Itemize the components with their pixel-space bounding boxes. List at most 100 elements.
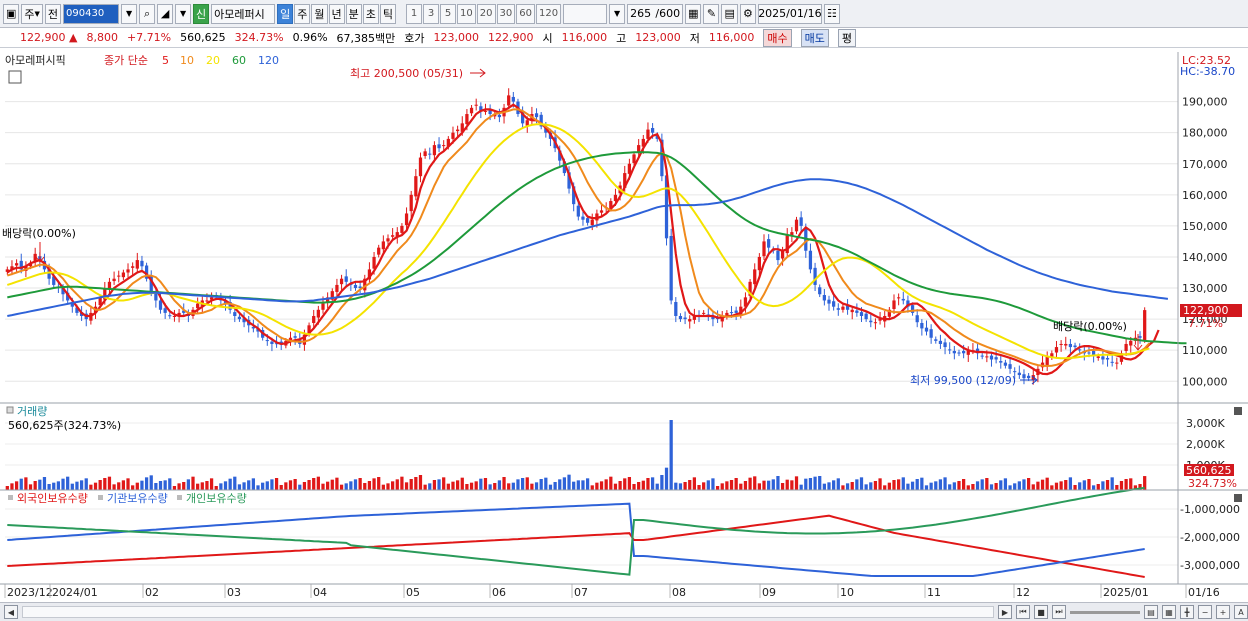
candle (404, 207, 409, 231)
search-icon[interactable]: ⌕ (139, 3, 156, 24)
speaker-dropdown-icon[interactable]: ▼ (175, 3, 192, 24)
tab-interval-10[interactable]: 10 (457, 3, 476, 24)
legend-prefix: 종가 단순 (104, 54, 148, 67)
tab-period-년[interactable]: 년 (328, 3, 345, 24)
high-label: 고 (616, 31, 627, 45)
scroll-right-icon[interactable]: ▶ (998, 605, 1012, 619)
font-icon[interactable]: A (1234, 605, 1248, 619)
volume-bar (233, 476, 237, 490)
new-badge[interactable]: 신 (193, 3, 210, 24)
crosshair-icon[interactable]: ╋ (1180, 605, 1194, 619)
tab-period-주[interactable]: 주 (294, 3, 311, 24)
tab-period-초[interactable]: 초 (362, 3, 379, 24)
candle-body (182, 310, 186, 313)
candle-body (1008, 364, 1012, 369)
eval-button[interactable]: 평 (837, 28, 857, 47)
ask-price: 123,000 (433, 31, 480, 44)
buy-button[interactable]: 매수 (763, 28, 792, 47)
candle-body (1110, 361, 1114, 363)
candle (748, 279, 752, 299)
tab-interval-5[interactable]: 5 (440, 3, 457, 24)
candle (140, 255, 144, 273)
last-icon[interactable]: ⏭ (1052, 605, 1066, 619)
zoom-in-icon[interactable]: + (1216, 605, 1230, 619)
split-icon[interactable]: ▦ (1162, 605, 1176, 619)
interval-dropdown-icon[interactable]: ▼ (609, 3, 626, 24)
candle-body (943, 342, 947, 348)
window-icon[interactable]: ▣ (3, 3, 20, 24)
draw-tool-icon[interactable]: ✎ (703, 3, 720, 24)
x-tick-label: 11 (927, 586, 941, 599)
interval-input[interactable] (563, 3, 608, 24)
candle (1101, 350, 1105, 365)
tab-interval-120[interactable]: 120 (535, 3, 562, 24)
volume-bar (1078, 482, 1082, 490)
volume-bar (901, 477, 905, 490)
candle-body (358, 286, 362, 289)
candle-body (632, 154, 636, 163)
candle-body (437, 144, 441, 149)
speaker-icon[interactable]: ◢ (157, 3, 174, 24)
panel-frames (0, 52, 1248, 585)
volume-bar (339, 484, 344, 490)
volume-bar (5, 486, 9, 490)
save-icon[interactable]: ▤ (721, 3, 738, 24)
code-dropdown-icon[interactable]: ▼ (121, 3, 138, 24)
candle-body (1064, 343, 1068, 346)
volume-bar (1133, 485, 1138, 490)
scroll-track[interactable] (22, 606, 994, 618)
stock-chart[interactable]: 190,000 180,000 170,000 160,000 150,000 140,0… (0, 49, 1248, 602)
candle-body (855, 310, 859, 313)
scroll-bar[interactable]: ◀ ▶ ⏮ ■ ⏭ ▤ ▦ ╋ − + A (0, 602, 1248, 621)
gear-icon[interactable]: ⚙ (739, 3, 756, 24)
candle-body (599, 210, 604, 213)
tab-interval-30[interactable]: 30 (496, 3, 516, 24)
candle-body (1115, 362, 1119, 364)
tab-period-틱[interactable]: 틱 (379, 3, 397, 24)
volume-tick-label: 2,000K (1186, 438, 1225, 451)
holdings-panel-close-icon[interactable] (1234, 494, 1242, 502)
volume-panel-close-icon[interactable] (1234, 407, 1242, 415)
candle (836, 303, 840, 316)
zoom-out-icon[interactable]: − (1198, 605, 1212, 619)
candle (725, 310, 729, 320)
candle-body (720, 316, 724, 322)
count-field[interactable]: 265/600 (627, 3, 684, 24)
volume-panel-icon[interactable] (6, 406, 14, 414)
count-max: /600 (655, 7, 681, 20)
stock-code-input[interactable]: 090430 (63, 3, 120, 24)
date-field[interactable]: 2025/01/16 (757, 3, 822, 24)
tab-interval-20[interactable]: 20 (476, 3, 496, 24)
dividend-left-label: 배당락(0.00%) (2, 227, 76, 240)
volume-bar (270, 479, 274, 490)
candle (256, 323, 260, 338)
tab-interval-1[interactable]: 1 (406, 3, 423, 24)
tab-period-분[interactable]: 분 (345, 3, 362, 24)
tab-period-일[interactable]: 일 (277, 3, 294, 24)
chart-tool-icon[interactable]: ▦ (685, 3, 702, 24)
volume-bar (321, 483, 325, 490)
volume-bar (1013, 483, 1017, 490)
scroll-left-icon[interactable]: ◀ (4, 605, 18, 619)
candle-body (613, 194, 618, 202)
sell-button[interactable]: 매도 (800, 28, 829, 47)
layout-icon[interactable]: ▤ (1144, 605, 1158, 619)
zoom-slider[interactable] (1070, 610, 1140, 614)
calendar-icon[interactable]: ☷ (823, 3, 840, 24)
candle-body (205, 300, 209, 302)
tab-interval-60[interactable]: 60 (516, 3, 535, 24)
volume-bar (971, 484, 975, 490)
type-select[interactable]: 주 ▼ (21, 3, 43, 24)
candle (1073, 342, 1077, 350)
volume-bar (818, 476, 822, 490)
tab-interval-3[interactable]: 3 (423, 3, 440, 24)
candle-body (242, 318, 246, 323)
range-select[interactable]: 전 (44, 3, 62, 24)
holdings-legend-marker (98, 495, 103, 500)
volume-bar (367, 481, 372, 490)
grid-toggle-icon[interactable] (8, 70, 22, 84)
first-icon[interactable]: ⏮ (1016, 605, 1030, 619)
tab-period-월[interactable]: 월 (311, 3, 328, 24)
stop-icon[interactable]: ■ (1034, 605, 1048, 619)
bid-price: 122,900 (488, 31, 534, 44)
